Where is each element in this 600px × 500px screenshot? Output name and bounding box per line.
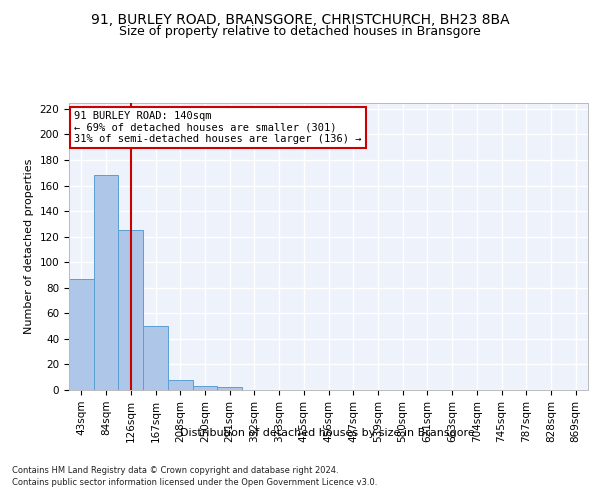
Text: Size of property relative to detached houses in Bransgore: Size of property relative to detached ho… [119, 24, 481, 38]
Text: Contains HM Land Registry data © Crown copyright and database right 2024.: Contains HM Land Registry data © Crown c… [12, 466, 338, 475]
Bar [168, 380, 193, 390]
Bar [193, 386, 217, 390]
Bar [143, 326, 168, 390]
Y-axis label: Number of detached properties: Number of detached properties [24, 158, 34, 334]
Text: 91 BURLEY ROAD: 140sqm
← 69% of detached houses are smaller (301)
31% of semi-de: 91 BURLEY ROAD: 140sqm ← 69% of detached… [74, 111, 362, 144]
Bar [94, 176, 118, 390]
Bar [217, 388, 242, 390]
Text: Distribution of detached houses by size in Bransgore: Distribution of detached houses by size … [179, 428, 475, 438]
Text: 91, BURLEY ROAD, BRANSGORE, CHRISTCHURCH, BH23 8BA: 91, BURLEY ROAD, BRANSGORE, CHRISTCHURCH… [91, 12, 509, 26]
Bar [118, 230, 143, 390]
Text: Contains public sector information licensed under the Open Government Licence v3: Contains public sector information licen… [12, 478, 377, 487]
Bar [69, 279, 94, 390]
